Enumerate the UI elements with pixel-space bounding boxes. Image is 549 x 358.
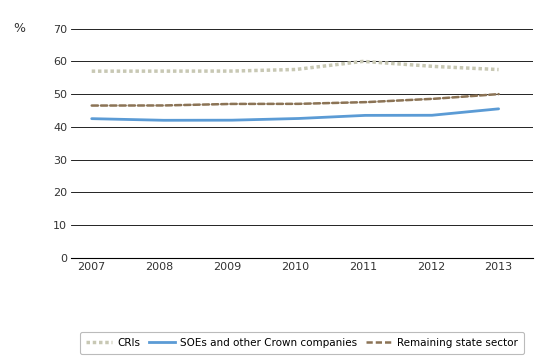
CRIs xyxy=(359,59,366,64)
Legend: CRIs, SOEs and other Crown companies, Remaining state sector: CRIs, SOEs and other Crown companies, Re… xyxy=(80,332,524,354)
Remaining state sector xyxy=(495,92,502,96)
SOEs and other Crown companies xyxy=(332,115,339,119)
Line: Remaining state sector: Remaining state sector xyxy=(92,94,498,106)
SOEs and other Crown companies xyxy=(339,114,345,118)
Remaining state sector xyxy=(338,101,344,105)
SOEs and other Crown companies xyxy=(90,117,97,121)
Remaining state sector xyxy=(457,95,464,99)
Text: %: % xyxy=(13,22,25,35)
CRIs xyxy=(495,67,502,72)
SOEs and other Crown companies xyxy=(156,118,163,122)
Remaining state sector xyxy=(90,103,97,108)
CRIs xyxy=(329,63,336,67)
Remaining state sector xyxy=(330,101,337,105)
Remaining state sector xyxy=(329,101,336,105)
CRIs xyxy=(88,69,95,73)
CRIs xyxy=(330,63,337,67)
SOEs and other Crown companies xyxy=(433,113,439,117)
Line: SOEs and other Crown companies: SOEs and other Crown companies xyxy=(92,109,498,120)
SOEs and other Crown companies xyxy=(88,116,95,121)
SOEs and other Crown companies xyxy=(458,110,465,115)
SOEs and other Crown companies xyxy=(330,115,337,119)
CRIs xyxy=(338,62,344,66)
Remaining state sector xyxy=(88,103,95,108)
CRIs xyxy=(90,69,97,73)
CRIs xyxy=(433,64,439,69)
Remaining state sector xyxy=(432,97,438,101)
SOEs and other Crown companies xyxy=(495,107,502,111)
CRIs xyxy=(458,66,465,70)
Line: CRIs: CRIs xyxy=(92,62,498,71)
